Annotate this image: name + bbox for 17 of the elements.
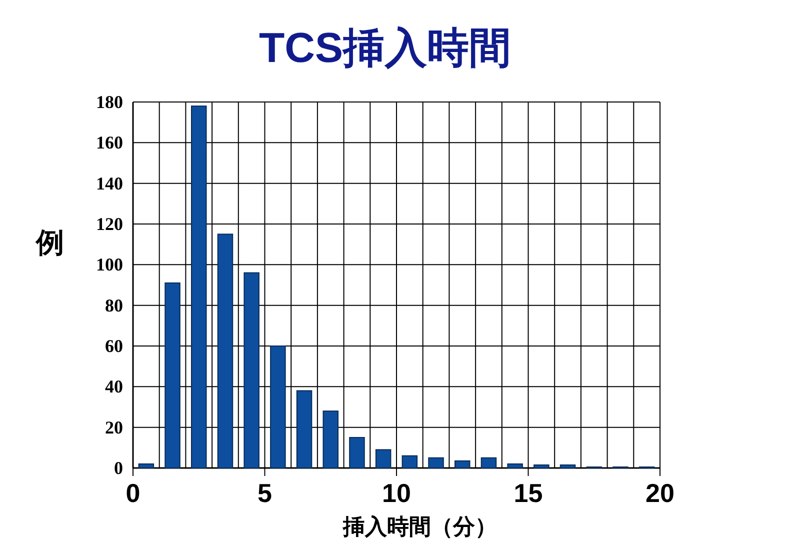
- y-tick-label: 20: [105, 417, 123, 438]
- x-axis-title: 挿入時間（分）: [342, 514, 497, 539]
- x-tick-label: 5: [258, 478, 272, 508]
- y-tick-label: 120: [96, 214, 123, 234]
- y-tick-label: 180: [96, 92, 123, 112]
- y-tick-label: 0: [114, 458, 123, 478]
- chart-title: TCS挿入時間: [259, 24, 511, 71]
- y-tick-label: 100: [96, 254, 123, 275]
- y-tick-label: 80: [105, 295, 123, 316]
- x-tick-label: 15: [514, 478, 543, 508]
- x-tick-label: 20: [646, 478, 674, 508]
- y-tick-label: 40: [105, 376, 123, 397]
- y-tick-label: 60: [105, 336, 123, 356]
- y-axis-title: 例: [35, 227, 64, 258]
- x-tick-label: 10: [382, 478, 411, 508]
- y-tick-label: 160: [96, 132, 123, 153]
- y-tick-label: 140: [96, 173, 123, 194]
